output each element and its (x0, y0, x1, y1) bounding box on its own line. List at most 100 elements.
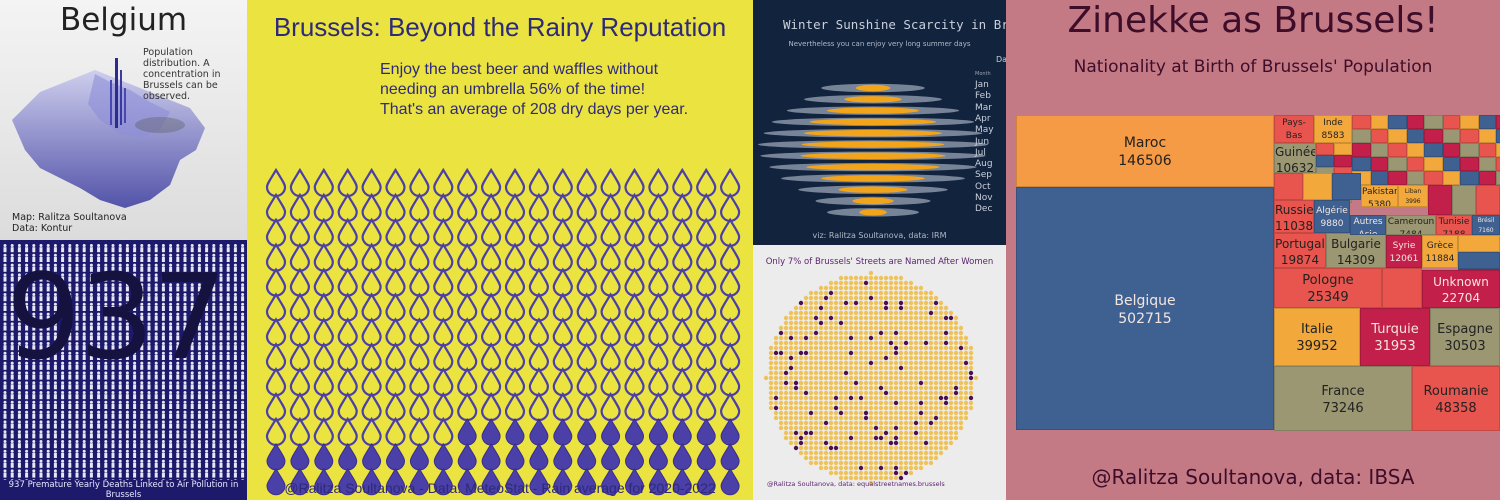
person-icon (125, 440, 129, 449)
street-dot-men (878, 320, 884, 326)
street-dot-women (923, 440, 929, 446)
person-icon (154, 283, 158, 292)
minor-nationality-tile (1479, 129, 1496, 143)
street-dot-men (868, 385, 874, 391)
person-icon (17, 283, 21, 292)
person-icon (17, 361, 21, 370)
person-icon (154, 351, 158, 360)
person-icon (75, 391, 79, 400)
street-dot-men (903, 445, 909, 451)
street-dot-men (813, 420, 819, 426)
street-dot-women (883, 430, 889, 436)
street-dot-men (888, 365, 894, 371)
street-dot-men (963, 345, 969, 351)
rain-drop-outline (361, 367, 382, 397)
rain-drop-outline (576, 342, 597, 372)
street-dot-men (833, 435, 839, 441)
street-dot-men (878, 310, 884, 316)
street-dot-men (868, 355, 874, 361)
street-dot-men (823, 390, 829, 396)
person-icon (233, 332, 237, 341)
person-icon (104, 332, 108, 341)
person-icon (219, 469, 223, 478)
street-dot-men (803, 330, 809, 336)
person-icon (68, 351, 72, 360)
person-icon (25, 332, 29, 341)
street-dot-men (938, 380, 944, 386)
street-dot-men (833, 280, 839, 286)
person-icon (39, 400, 43, 409)
street-dot-men (908, 305, 914, 311)
street-dot-men (908, 325, 914, 331)
street-dot-men (908, 460, 914, 466)
street-dot-women (913, 420, 919, 426)
street-dot-men (853, 360, 859, 366)
street-dot-men (903, 360, 909, 366)
street-dot-men (803, 450, 809, 456)
street-dot-men (868, 370, 874, 376)
street-dot-women (943, 330, 949, 336)
street-dot-men (953, 420, 959, 426)
street-dot-men (793, 410, 799, 416)
person-icon (190, 459, 194, 468)
rain-drop-outline (265, 242, 287, 272)
street-dot-men (803, 410, 809, 416)
street-dot-men (888, 405, 894, 411)
rain-drop-outline (313, 317, 334, 347)
street-dot-men (853, 450, 859, 456)
tile-value: 11884 (1425, 253, 1455, 264)
person-icon (212, 332, 216, 341)
street-dot-men (863, 395, 869, 401)
street-dot-men (938, 420, 944, 426)
minor-nationality-tile (1479, 115, 1496, 129)
street-dot-men (828, 295, 834, 301)
street-dot-men (813, 400, 819, 406)
person-icon (68, 440, 72, 449)
street-dot-men (848, 430, 854, 436)
street-dot-men (793, 415, 799, 421)
street-dot-men (838, 350, 844, 356)
person-icon (125, 322, 129, 331)
street-dot-men (933, 375, 939, 381)
rain-drop-outline (313, 217, 334, 247)
street-dot-men (908, 310, 914, 316)
street-dot-men (838, 310, 844, 316)
rain-drop-filled (720, 418, 740, 446)
person-icon (39, 391, 43, 400)
street-dot-men (853, 370, 859, 376)
person-icon (46, 351, 50, 360)
rain-drop-outline (337, 217, 358, 247)
street-dot-men (783, 335, 789, 341)
street-dot-men (828, 355, 834, 361)
street-dot-men (858, 425, 864, 431)
person-icon (89, 430, 93, 439)
rain-drop-outline (361, 217, 382, 247)
street-dot-men (803, 295, 809, 301)
street-dot-men (913, 380, 919, 386)
person-icon (10, 440, 14, 449)
street-dot-men (793, 375, 799, 381)
person-icon (233, 371, 237, 380)
person-icon (10, 322, 14, 331)
street-dot-men (843, 330, 849, 336)
street-dot-women (803, 335, 809, 341)
person-icon (226, 332, 230, 341)
street-dot-men (898, 320, 904, 326)
street-dot-men (843, 340, 849, 346)
street-dot-men (803, 300, 809, 306)
person-icon (219, 273, 223, 282)
person-icon (161, 351, 165, 360)
street-dot-men (963, 395, 969, 401)
rain-drop-outline (361, 416, 382, 447)
street-dot-men (778, 410, 784, 416)
street-dot-men (883, 325, 889, 331)
person-icon (212, 440, 216, 449)
street-dot-men (918, 420, 924, 426)
street-dot-men (818, 390, 824, 396)
person-icon (212, 244, 216, 253)
street-dot-men (933, 295, 939, 301)
street-dot-men (913, 375, 919, 381)
person-icon (61, 302, 65, 311)
street-dot-women (863, 280, 869, 286)
street-dot-men (938, 335, 944, 341)
